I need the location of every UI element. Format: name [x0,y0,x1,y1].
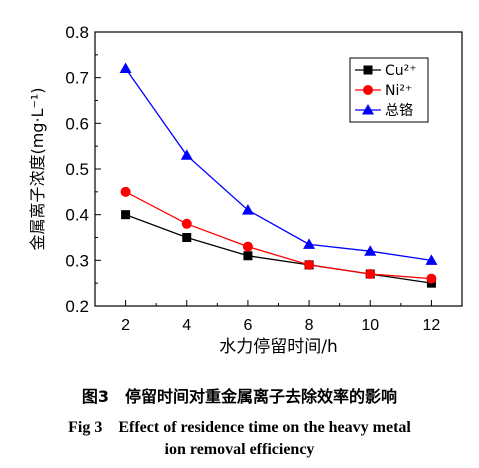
figure-caption-english-line2: ion removal efficiency [164,441,315,458]
chart-figure: 0.2 0.3 0.4 0.5 0.6 0.7 0.8 2 4 6 8 10 12 水力停留时间/h 金属离… [28,23,463,357]
x-axis-title: 水力停留时间/h [219,337,338,357]
data-point [121,210,131,220]
y-tick-label: 0.3 [65,251,89,270]
series-layer [119,62,438,288]
legend-label: 总铬 [385,103,413,119]
y-tick-label: 0.6 [65,114,89,133]
figure-caption-english-line1: Fig 3 Effect of residence time on the he… [68,419,411,436]
data-point [304,259,315,270]
y-tick-label: 0.4 [65,206,89,225]
legend-marker [363,65,373,75]
data-point [119,62,132,74]
x-tick-label: 6 [243,317,252,334]
y-axis-title: 金属离子浓度(mg·L⁻¹) [28,87,47,250]
legend-marker [363,85,373,95]
legend-marker [362,104,374,115]
data-point [365,269,376,280]
x-tick-label: 4 [182,317,191,334]
series-line [125,68,432,261]
x-tick-label: 8 [305,317,314,334]
data-point [120,186,131,197]
data-point [425,254,438,265]
series-line [125,191,432,280]
data-point [241,204,254,215]
data-point [242,241,253,252]
legend: Cu²⁺ Ni²⁺ 总铬 [349,57,429,123]
series-line [125,214,432,284]
data-point [180,149,193,160]
legend-label: Ni²⁺ [385,83,412,99]
y-tick-label: 0.2 [65,297,89,316]
axes: 0.2 0.3 0.4 0.5 0.6 0.7 0.8 2 4 6 8 10 12 水力停留时间/h 金属离… [28,23,463,357]
data-point [243,251,253,261]
figure-caption-chinese: 图3 停留时间对重金属离子去除效率的影响 [81,387,398,406]
x-tick-label: 10 [361,317,379,334]
y-tick-label: 0.8 [65,23,89,42]
data-point [364,245,377,256]
data-point [426,273,437,284]
series-3 [119,62,438,265]
y-tick-label: 0.5 [65,160,89,179]
series-2 [120,186,437,284]
legend-label: Cu²⁺ [385,63,417,79]
data-point [303,238,316,249]
x-tick-label: 2 [121,317,130,334]
y-tick-label: 0.7 [65,69,89,88]
data-point [182,233,192,242]
x-tick-label: 12 [423,317,441,334]
data-point [181,218,192,229]
